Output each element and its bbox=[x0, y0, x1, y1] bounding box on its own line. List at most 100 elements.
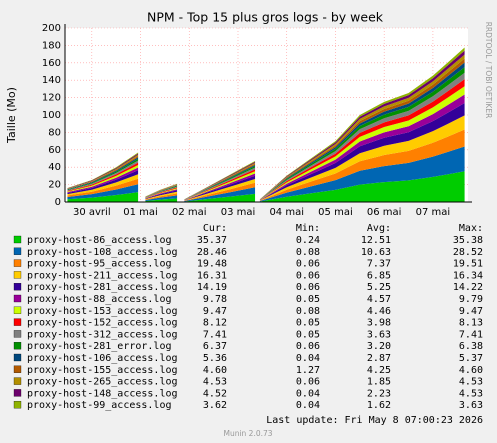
legend-label: proxy-host-312_access.log bbox=[27, 329, 178, 340]
legend-stat: 1.62 bbox=[367, 400, 391, 411]
legend-header: Min: bbox=[296, 223, 320, 234]
legend-stat: 0.08 bbox=[296, 247, 320, 258]
legend-swatch bbox=[13, 377, 22, 385]
legend-stat: 0.06 bbox=[296, 377, 320, 388]
legend-stat: 0.04 bbox=[296, 353, 320, 364]
legend-stat: 0.06 bbox=[296, 282, 320, 293]
legend-stat: 35.38 bbox=[453, 235, 483, 246]
legend-stat: 9.47 bbox=[203, 306, 227, 317]
x-tick-label: 01 mai bbox=[123, 207, 158, 218]
legend-stat: 2.87 bbox=[367, 353, 391, 364]
legend-stat: 0.05 bbox=[296, 294, 320, 305]
y-tick-label: 100 bbox=[42, 110, 61, 121]
legend-stat: 9.47 bbox=[459, 306, 483, 317]
legend-label: proxy-host-211_access.log bbox=[27, 270, 178, 281]
legend-label: proxy-host-153_access.log bbox=[27, 306, 178, 317]
legend-stat: 4.25 bbox=[367, 365, 391, 376]
legend-swatch bbox=[13, 247, 22, 255]
legend-stat: 0.06 bbox=[296, 259, 320, 270]
legend-stat: 5.37 bbox=[459, 353, 483, 364]
legend-label: proxy-host-148_access.log bbox=[27, 388, 178, 399]
legend-stat: 0.04 bbox=[296, 388, 320, 399]
y-tick-label: 40 bbox=[48, 162, 61, 173]
version: Munin 2.0.73 bbox=[223, 429, 272, 438]
legend-swatch bbox=[13, 271, 22, 279]
legend-stat: 4.60 bbox=[203, 365, 227, 376]
legend-stat: 3.62 bbox=[203, 400, 227, 411]
footer: Last update: Fri May 8 07:00:23 2026 bbox=[266, 415, 483, 426]
legend-label: proxy-host-281_error.log bbox=[27, 341, 172, 352]
legend-header: Max: bbox=[459, 223, 483, 234]
y-tick-label: 180 bbox=[42, 40, 61, 51]
legend-stat: 6.37 bbox=[203, 341, 227, 352]
legend-stat: 0.08 bbox=[296, 306, 320, 317]
x-tick-label: 30 avril bbox=[73, 207, 111, 218]
area bbox=[67, 146, 465, 202]
legend-label: proxy-host-155_access.log bbox=[27, 365, 178, 376]
legend-swatch bbox=[13, 283, 22, 291]
legend-header: Avg: bbox=[367, 223, 391, 234]
legend-stat: 4.57 bbox=[367, 294, 391, 305]
legend-swatch bbox=[13, 306, 22, 314]
y-tick-label: 0 bbox=[55, 197, 61, 208]
legend-stat: 10.63 bbox=[361, 247, 391, 258]
legend-stat: 9.78 bbox=[203, 294, 227, 305]
legend-label: proxy-host-88_access.log bbox=[27, 294, 172, 305]
legend-stat: 6.85 bbox=[367, 270, 391, 281]
legend-stat: 3.63 bbox=[367, 329, 391, 340]
legend-stat: 1.85 bbox=[367, 377, 391, 388]
legend-stat: 14.22 bbox=[453, 282, 483, 293]
legend-swatch bbox=[13, 401, 22, 409]
legend-stat: 4.52 bbox=[203, 388, 227, 399]
legend-label: proxy-host-265_access.log bbox=[27, 377, 178, 388]
legend-stat: 28.52 bbox=[453, 247, 483, 258]
legend-stat: 3.98 bbox=[367, 318, 391, 329]
legend-stat: 8.12 bbox=[203, 318, 227, 329]
y-tick-label: 20 bbox=[48, 180, 61, 191]
legend-stat: 0.24 bbox=[296, 235, 320, 246]
legend-swatch bbox=[13, 353, 22, 362]
y-tick-label: 160 bbox=[42, 58, 61, 69]
legend-label: proxy-host-95_access.log bbox=[27, 259, 172, 270]
legend-label: proxy-host-108_access.log bbox=[27, 247, 178, 258]
legend-swatch bbox=[13, 365, 22, 373]
legend-stat: 16.31 bbox=[197, 270, 227, 281]
side-text: RRDTOOL / TOBI OETIKER bbox=[484, 22, 493, 119]
x-tick-label: 02 mai bbox=[172, 207, 207, 218]
legend-stat: 3.20 bbox=[367, 341, 391, 352]
legend-stat: 7.41 bbox=[459, 329, 483, 340]
legend-stat: 12.51 bbox=[361, 235, 391, 246]
legend-label: proxy-host-99_access.log bbox=[27, 400, 172, 411]
legend-stat: 16.34 bbox=[453, 270, 483, 281]
legend-stat: 35.37 bbox=[197, 235, 227, 246]
legend-stat: 4.53 bbox=[459, 388, 483, 399]
legend-swatch bbox=[13, 294, 22, 303]
legend-stat: 28.46 bbox=[197, 247, 227, 258]
legend-header: Cur: bbox=[203, 223, 227, 234]
legend-swatch bbox=[13, 389, 22, 397]
y-axis-label: Taille (Mo) bbox=[5, 87, 18, 144]
chart-title: NPM - Top 15 plus gros logs - by week bbox=[147, 10, 384, 25]
legend-stat: 19.48 bbox=[197, 259, 227, 270]
area bbox=[67, 171, 465, 202]
legend-stat: 9.79 bbox=[459, 294, 483, 305]
legend-swatch bbox=[13, 330, 22, 338]
legend-stat: 4.53 bbox=[203, 377, 227, 388]
legend-stat: 0.06 bbox=[296, 341, 320, 352]
y-tick-label: 200 bbox=[42, 23, 61, 34]
legend-stat: 0.05 bbox=[296, 329, 320, 340]
legend-stat: 4.46 bbox=[367, 306, 391, 317]
x-tick-label: 04 mai bbox=[269, 207, 304, 218]
legend-swatch bbox=[13, 259, 22, 267]
legend-stat: 4.60 bbox=[459, 365, 483, 376]
legend-stat: 19.51 bbox=[453, 259, 483, 270]
legend-stat: 7.41 bbox=[203, 329, 227, 340]
legend-stat: 6.38 bbox=[459, 341, 483, 352]
legend-stat: 0.06 bbox=[296, 270, 320, 281]
legend-label: proxy-host-86_access.log bbox=[27, 235, 172, 246]
legend-stat: 3.63 bbox=[459, 400, 483, 411]
legend-stat: 5.36 bbox=[203, 353, 227, 364]
legend-label: proxy-host-152_access.log bbox=[27, 318, 178, 329]
legend-swatch bbox=[13, 342, 22, 350]
